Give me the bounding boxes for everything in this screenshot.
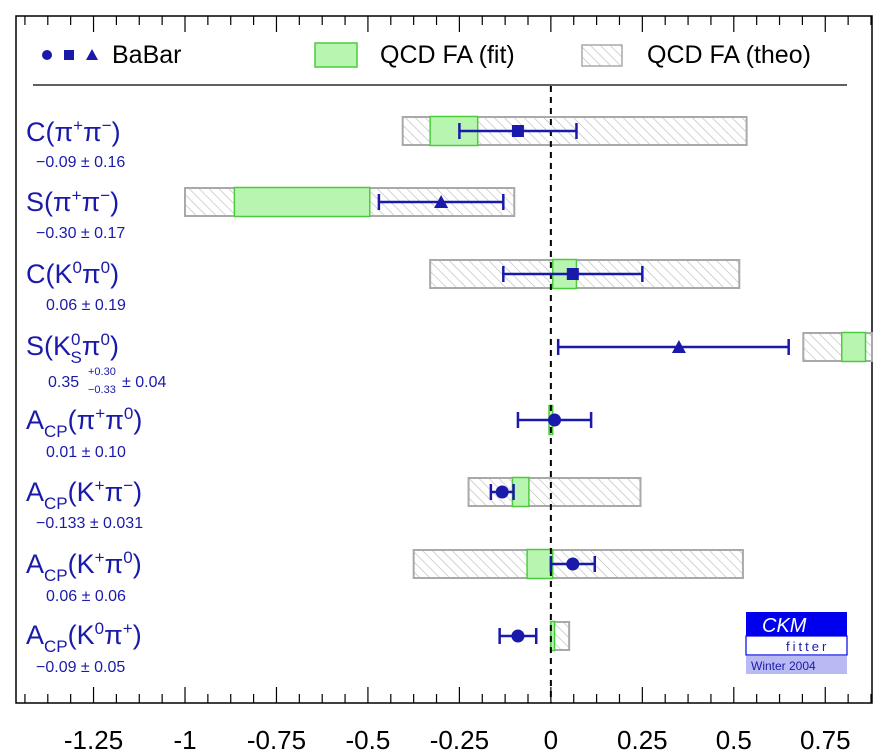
theory-band bbox=[467, 477, 642, 507]
row-value-label: 0.06 ± 0.19 bbox=[46, 297, 126, 314]
data-point-triangle bbox=[671, 340, 686, 353]
row-value-label: 0.35 bbox=[48, 374, 79, 391]
measurement-points bbox=[377, 123, 790, 644]
logo-top-block bbox=[746, 612, 847, 636]
row-label: C(K0π0) bbox=[26, 258, 119, 289]
row-value-label: −0.133 ± 0.031 bbox=[36, 515, 143, 532]
logo-mid-frame bbox=[745, 635, 848, 656]
x-tick-label: -0.75 bbox=[247, 725, 306, 755]
row-value-syst-error: ± 0.04 bbox=[122, 374, 166, 391]
fit-band bbox=[526, 548, 554, 580]
row-label: S(K0 Sπ0) bbox=[26, 330, 119, 367]
logo-sub-text: fitter bbox=[786, 639, 829, 654]
x-tick-label: -0.25 bbox=[430, 725, 489, 755]
x-axis-ticks bbox=[24, 16, 872, 703]
data-point-square bbox=[566, 268, 579, 280]
row-value-label: −0.09 ± 0.16 bbox=[36, 154, 125, 171]
data-point-square bbox=[511, 125, 524, 137]
logo-main-text: CKM bbox=[762, 615, 807, 637]
row-label: ACP(K0π+) bbox=[26, 619, 142, 656]
legend: BaBar QCD FA (fit) QCD FA (theo) bbox=[33, 41, 847, 86]
row-value-upper-error: +0.30 bbox=[88, 366, 116, 378]
logo-season-block bbox=[746, 656, 847, 674]
x-tick-label: 0.5 bbox=[716, 725, 752, 755]
row-label: ACP(π+π0) bbox=[26, 404, 142, 441]
row-label: S(π+π−) bbox=[26, 186, 119, 217]
legend-triangle-marker bbox=[86, 49, 98, 60]
data-point-circle bbox=[566, 557, 580, 571]
row-label: ACP(K+π−) bbox=[26, 476, 142, 513]
x-tick-label: 0.75 bbox=[800, 725, 851, 755]
legend-label-theo: QCD FA (theo) bbox=[647, 41, 811, 69]
legend-circle-marker bbox=[42, 50, 52, 60]
fit-band bbox=[511, 476, 530, 508]
legend-label-babar: BaBar bbox=[112, 41, 181, 69]
measurement-labels: C(π+π−) −0.09 ± 0.16 S(π+π−) −0.30 ± 0.1… bbox=[26, 116, 166, 676]
row-value-label: 0.01 ± 0.10 bbox=[46, 444, 126, 461]
legend-theo-swatch bbox=[581, 44, 623, 67]
legend-fit-swatch bbox=[314, 42, 358, 68]
theory-and-fit-bands bbox=[184, 115, 873, 652]
ckmfitter-logo: CKM fitter Winter 2004 bbox=[745, 612, 848, 674]
row-label: C(π+π−) bbox=[26, 116, 121, 147]
x-tick-label: -1 bbox=[173, 725, 196, 755]
row-value-label: 0.06 ± 0.06 bbox=[46, 588, 126, 605]
x-tick-label: -0.5 bbox=[346, 725, 391, 755]
x-tick-label: -1.25 bbox=[64, 725, 123, 755]
data-point-triangle bbox=[434, 195, 449, 208]
fit-band bbox=[840, 331, 867, 363]
row-label: ACP(K+π0) bbox=[26, 548, 142, 585]
row-value-label: −0.30 ± 0.17 bbox=[36, 225, 125, 242]
row-value-lower-error: −0.33 bbox=[88, 384, 116, 396]
data-point-circle bbox=[495, 485, 509, 499]
data-point-circle bbox=[548, 413, 562, 427]
fit-band bbox=[233, 186, 371, 218]
data-point-circle bbox=[511, 629, 525, 643]
logo-season-text: Winter 2004 bbox=[751, 659, 816, 673]
legend-label-fit: QCD FA (fit) bbox=[380, 41, 515, 69]
legend-square-marker bbox=[64, 50, 74, 60]
row-value-label: −0.09 ± 0.05 bbox=[36, 659, 125, 676]
x-tick-label: 0 bbox=[544, 725, 558, 755]
x-tick-label: 0.25 bbox=[617, 725, 668, 755]
